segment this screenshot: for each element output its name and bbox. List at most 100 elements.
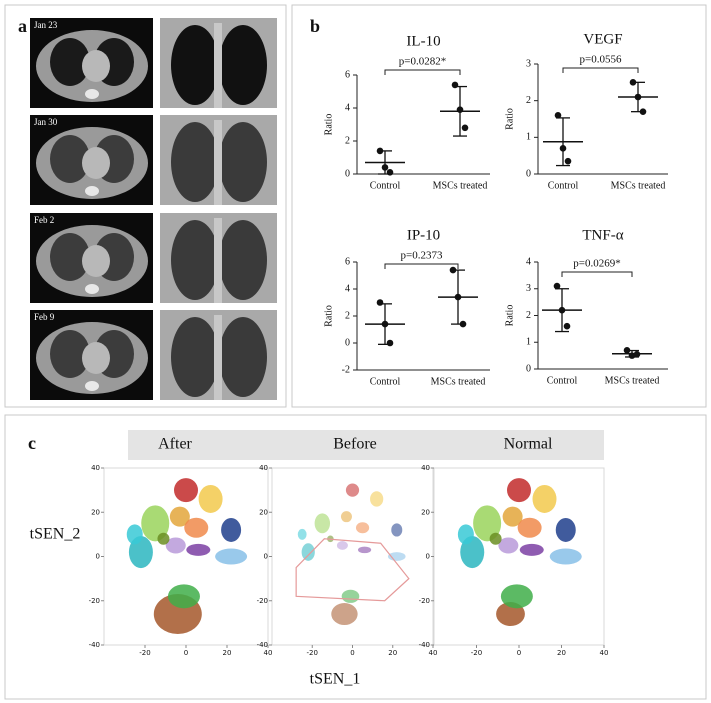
y-tick-label: 40 — [259, 464, 268, 472]
ct-spine — [85, 284, 99, 294]
significance-bracket — [561, 271, 633, 277]
y-tick-label: 0 — [345, 337, 350, 348]
cell-cluster — [336, 541, 348, 550]
ct-lung — [50, 38, 90, 86]
y-tick-label: 6 — [345, 69, 350, 80]
p-value: p=0.0269* — [573, 258, 620, 270]
ct-spine — [214, 120, 222, 205]
y-tick-label: 6 — [345, 256, 350, 267]
p-value: p=0.2373 — [401, 250, 443, 262]
y-tick-label: 0 — [345, 168, 350, 179]
significance-bracket — [384, 263, 459, 269]
scan-date: Feb 9 — [34, 312, 55, 322]
significance-bracket — [562, 67, 639, 73]
y-tick-label: 0 — [526, 168, 531, 179]
data-point — [629, 79, 637, 86]
x-tick-label: Control — [370, 180, 401, 191]
y-tick-label: 2 — [345, 310, 350, 321]
ct-heart — [82, 342, 110, 374]
y-tick-label: 0 — [426, 553, 430, 561]
p-value: p=0.0282* — [399, 56, 446, 68]
y-tick-label: 3 — [526, 283, 531, 294]
y-tick-label: -40 — [89, 641, 100, 649]
data-point — [451, 81, 459, 89]
data-point — [554, 112, 562, 119]
y-tick-label: 0 — [96, 553, 100, 561]
data-point — [553, 282, 561, 290]
y-tick-label: 3 — [526, 58, 531, 69]
y-tick-label: -40 — [419, 641, 430, 649]
cell-cluster — [517, 517, 542, 538]
y-tick-label: -2 — [342, 364, 350, 375]
ct-lung — [219, 220, 267, 300]
ct-lung — [171, 220, 219, 300]
cell-cluster — [157, 532, 170, 545]
y-tick-label: -20 — [89, 597, 100, 605]
panel-label: b — [310, 16, 320, 36]
data-point — [558, 306, 566, 314]
y-tick-label: 2 — [345, 135, 350, 146]
panel-label: c — [28, 433, 36, 453]
y-axis-label: Ratio — [323, 114, 334, 136]
cell-cluster — [498, 537, 519, 554]
ct-lung — [50, 330, 90, 378]
scan-date: Feb 2 — [34, 215, 54, 225]
ct-heart — [82, 50, 110, 82]
x-tick-label: 0 — [517, 649, 521, 657]
y-axis-label: Ratio — [323, 305, 334, 327]
cell-cluster — [221, 517, 242, 542]
p-value: p=0.0556 — [580, 54, 622, 66]
cell-cluster — [169, 506, 190, 527]
chart-title: VEGF — [583, 31, 622, 47]
ct-spine — [85, 186, 99, 196]
y-tick-label: 4 — [345, 102, 350, 113]
y-tick-label: 1 — [526, 132, 531, 143]
y-tick-label: 4 — [345, 283, 350, 294]
y-tick-label: 2 — [526, 310, 531, 321]
ct-spine — [85, 381, 99, 391]
data-point — [376, 147, 384, 155]
panel-label: a — [18, 16, 27, 36]
x-tick-label: Control — [370, 376, 401, 387]
cell-cluster — [500, 584, 533, 609]
cell-cluster — [141, 505, 170, 542]
data-point — [634, 93, 642, 101]
y-tick-label: 40 — [91, 464, 100, 472]
cell-cluster — [345, 483, 360, 497]
ct-lung — [50, 233, 90, 281]
x-tick-label: -20 — [307, 649, 318, 657]
cell-cluster — [186, 543, 211, 556]
ct-spine — [214, 218, 222, 303]
cell-cluster — [184, 517, 209, 538]
cell-cluster — [532, 484, 557, 513]
ct-lung — [171, 122, 219, 202]
y-tick-label: 0 — [526, 363, 531, 374]
data-point — [376, 299, 384, 306]
cell-cluster — [215, 548, 248, 565]
data-point — [623, 346, 631, 354]
x-tick-label: 40 — [600, 649, 609, 657]
y-axis-label: Ratio — [504, 108, 515, 130]
data-point — [563, 322, 571, 330]
x-tick-label: -20 — [139, 649, 150, 657]
data-point — [564, 157, 572, 165]
data-point — [381, 164, 389, 171]
cell-cluster — [555, 517, 576, 542]
cell-cluster — [370, 491, 384, 507]
column-title: Normal — [504, 436, 553, 453]
cell-cluster — [126, 524, 143, 545]
data-point — [639, 108, 647, 115]
scan-date: Jan 23 — [34, 20, 58, 30]
data-point — [386, 339, 394, 347]
chart-title: IP-10 — [407, 227, 440, 243]
ct-lung — [50, 135, 90, 183]
x-tick-label: MSCs treated — [433, 180, 488, 191]
x-axis-label: tSEN_1 — [310, 671, 361, 688]
x-tick-label: 20 — [557, 649, 566, 657]
y-tick-label: -20 — [257, 597, 268, 605]
cell-cluster — [502, 506, 523, 527]
cell-cluster — [167, 584, 200, 609]
x-tick-label: 40 — [429, 649, 438, 657]
cell-cluster — [331, 603, 358, 626]
